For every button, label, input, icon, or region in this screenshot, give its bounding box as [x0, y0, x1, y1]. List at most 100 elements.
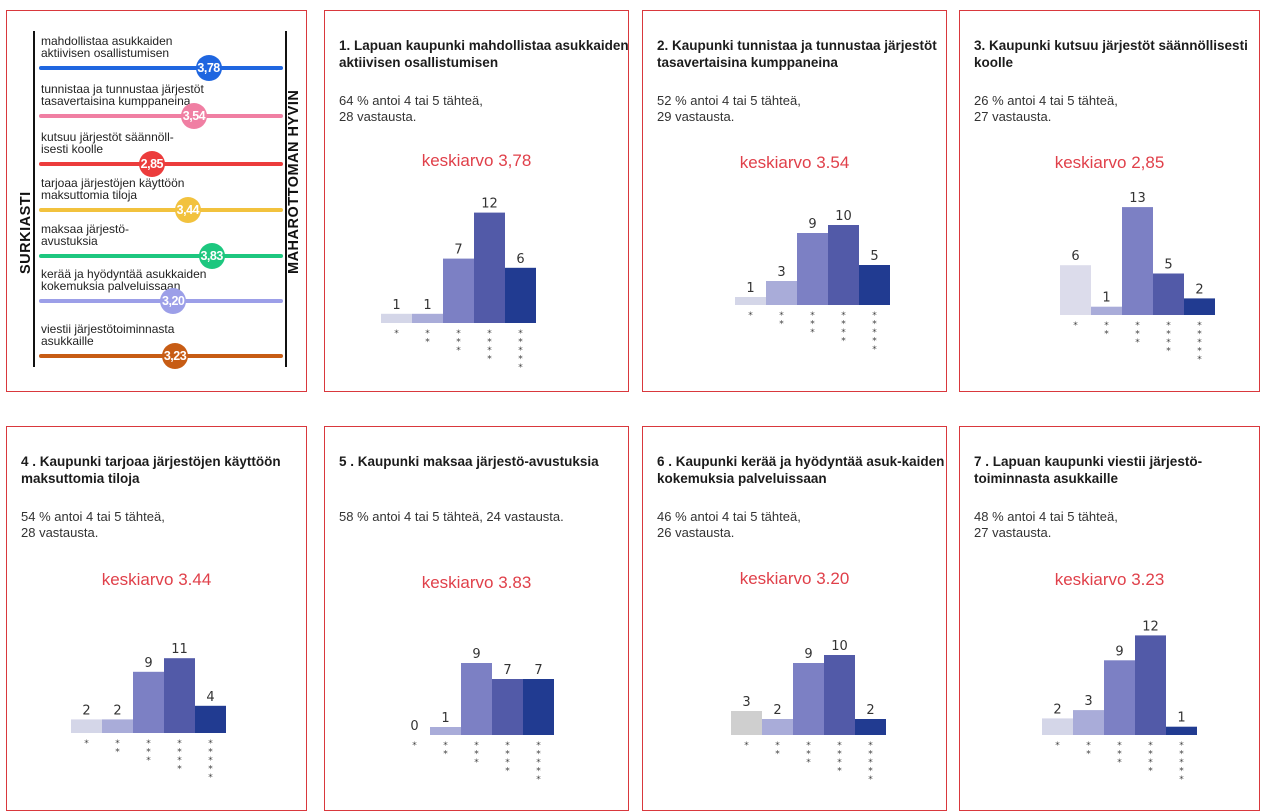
bar	[492, 679, 523, 735]
star-tick-label: * * * * *	[1179, 741, 1184, 785]
chart-card-6: 6 . Kaupunki kerää ja hyödyntää asuk-kai…	[642, 426, 947, 811]
star-tick-label: * * * *	[505, 741, 510, 777]
star-tick-label: * * * *	[177, 739, 182, 775]
bar-value-label: 5	[870, 249, 878, 264]
summary-item-label: kerää ja hyödyntää asukkaiden kokemuksia…	[41, 267, 207, 293]
bar-value-label: 6	[1071, 249, 1079, 264]
bar	[1153, 273, 1184, 315]
star-tick-label: * *	[1104, 321, 1109, 340]
star-tick-label: * * * *	[487, 329, 492, 365]
summary-item-label: tarjoaa järjestöjen käyttöön maksuttomia…	[41, 176, 185, 202]
summary-item-label: maksaa järjestö- avustuksia	[41, 222, 130, 248]
bar	[731, 711, 762, 735]
bar-value-label: 1	[746, 281, 754, 296]
bar	[1042, 718, 1073, 735]
bar	[855, 719, 886, 735]
chart-title: 4 . Kaupunki tarjoaa järjestöjen käyttöö…	[21, 454, 281, 486]
star-tick-label: * *	[1086, 741, 1091, 760]
bar-value-label: 0	[410, 719, 418, 734]
bar-value-label: 12	[1142, 619, 1159, 634]
star-tick-label: * * * *	[841, 311, 846, 347]
chart-title: 5 . Kaupunki maksaa järjestö-avustuksia	[339, 454, 599, 469]
bar-chart: 3 * 2 * * 9 * * * 10 * * * * 2 * * * * *	[731, 639, 886, 785]
bar-value-label: 2	[1053, 702, 1061, 717]
star-tick-label: *	[412, 741, 417, 751]
bar-value-label: 9	[1115, 644, 1123, 659]
bar	[381, 313, 412, 323]
bar-value-label: 4	[206, 690, 214, 705]
star-tick-label: * * *	[456, 329, 461, 356]
summary-card: SURKIASTI MAHAROTTOMAN HYVIN mahdollista…	[6, 10, 307, 392]
chart-stat: 52 % antoi 4 tai 5 tähteä, 29 vastausta.	[657, 93, 801, 124]
bar	[195, 705, 226, 733]
bar	[1091, 306, 1122, 315]
bar	[1122, 207, 1153, 315]
bar-value-label: 10	[835, 209, 852, 224]
bar-value-label: 7	[534, 663, 542, 678]
summary-item-label: tunnistaa ja tunnustaa järjestöt tasaver…	[41, 82, 204, 108]
summary-right-label: MAHAROTTOMAN HYVIN	[286, 89, 302, 274]
bar	[505, 267, 536, 323]
star-tick-label: * * * * *	[868, 741, 873, 785]
star-tick-label: * * * * *	[1197, 321, 1202, 365]
star-tick-label: * * *	[1135, 321, 1140, 348]
bar-chart: 6 * 1 * * 13 * * * 5 * * * * 2 * * * * *	[1060, 191, 1215, 365]
bar-chart: 2 * 3 * * 9 * * * 12 * * * * 1 * * * * *	[1042, 619, 1197, 785]
summary-score-badge: 3,54	[180, 103, 207, 129]
bar-value-label: 1	[423, 298, 431, 313]
bar	[828, 225, 859, 305]
star-tick-label: * * * *	[1166, 321, 1171, 357]
chart-stat: 26 % antoi 4 tai 5 tähteä, 27 vastausta.	[974, 93, 1118, 124]
bar-value-label: 9	[144, 656, 152, 671]
summary-score-badge: 3,44	[174, 197, 201, 223]
bar-value-label: 2	[113, 703, 121, 718]
summary-item-line	[39, 114, 283, 118]
chart-card-3: 3. Kaupunki kutsuu järjestöt säännöllise…	[959, 10, 1260, 392]
summary-right-axis	[285, 31, 287, 367]
bar	[1104, 660, 1135, 735]
chart-stat: 48 % antoi 4 tai 5 tähteä, 27 vastausta.	[974, 509, 1118, 540]
bar-value-label: 7	[454, 243, 462, 258]
summary-item-label: kutsuu järjestöt säännöll- isesti koolle	[41, 130, 174, 156]
bar-value-label: 12	[481, 197, 498, 212]
star-tick-label: * * *	[806, 741, 811, 768]
bar-value-label: 5	[1164, 258, 1172, 273]
summary-item-label: viestii järjestötoiminnasta asukkaille	[41, 322, 175, 348]
star-tick-label: * *	[775, 741, 780, 760]
chart-average: keskiarvo 2,85	[1054, 153, 1165, 172]
summary-left-label: SURKIASTI	[18, 191, 34, 274]
summary-score-badge: 3,20	[160, 288, 187, 314]
chart-average: keskiarvo 3.54	[739, 153, 850, 172]
chart-stat: 64 % antoi 4 tai 5 tähteä, 28 vastausta.	[339, 93, 483, 124]
chart-card-4: 4 . Kaupunki tarjoaa järjestöjen käyttöö…	[6, 426, 307, 811]
star-tick-label: *	[748, 311, 753, 321]
star-tick-label: * * *	[810, 311, 815, 338]
bar-value-label: 3	[777, 265, 785, 280]
star-tick-label: * *	[779, 311, 784, 330]
bar	[461, 663, 492, 735]
star-tick-label: * * * *	[837, 741, 842, 777]
star-tick-label: *	[744, 741, 749, 751]
bar-value-label: 2	[82, 703, 90, 718]
chart-title: 7 . Lapuan kaupunki viestii järjestö-toi…	[974, 454, 1203, 486]
summary-item-label: mahdollistaa asukkaiden aktiivisen osall…	[41, 34, 173, 60]
bar	[1073, 710, 1104, 735]
bar	[1166, 726, 1197, 735]
bar	[762, 719, 793, 735]
star-tick-label: * * *	[474, 741, 479, 768]
bar-value-label: 11	[171, 642, 188, 657]
chart-card-2: 2. Kaupunki tunnistaa ja tunnustaa järje…	[642, 10, 947, 392]
chart-card-5: 5 . Kaupunki maksaa järjestö-avustuksia 5…	[324, 426, 629, 811]
chart-average: keskiarvo 3.23	[1054, 570, 1165, 589]
chart-average: keskiarvo 3.20	[739, 569, 850, 588]
summary-item-line	[39, 254, 283, 258]
chart-title: 6 . Kaupunki kerää ja hyödyntää asuk-kai…	[657, 454, 945, 486]
star-tick-label: * * * *	[1148, 741, 1153, 777]
chart-title: 2. Kaupunki tunnistaa ja tunnustaa järje…	[657, 38, 937, 70]
summary-item-line	[39, 66, 283, 70]
bar-value-label: 7	[503, 663, 511, 678]
bar	[793, 663, 824, 735]
bar-value-label: 2	[773, 703, 781, 718]
bar	[1184, 298, 1215, 315]
bar	[412, 313, 443, 323]
